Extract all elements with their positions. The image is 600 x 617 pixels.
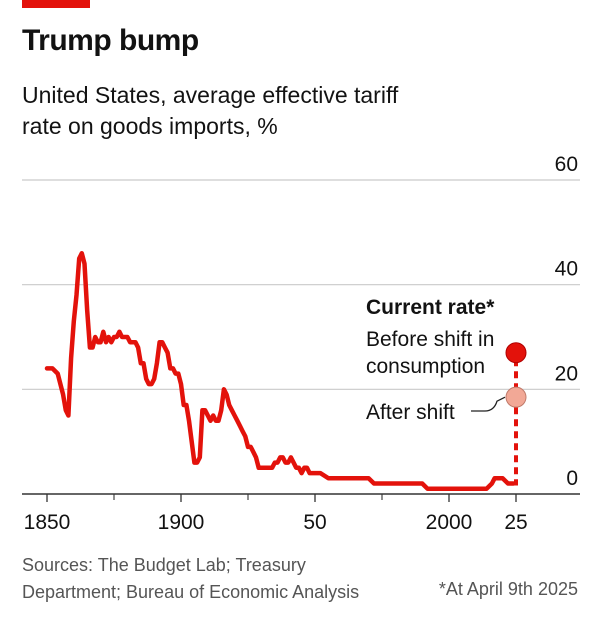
y-tick-label: 0	[566, 467, 578, 490]
x-tick-label: 2000	[426, 511, 473, 534]
footnote: *At April 9th 2025	[438, 579, 578, 599]
annotation-before-line-1: Before shift in	[366, 328, 494, 351]
annotation-before-line-2: consumption	[366, 355, 485, 378]
chart-subtitle: United States, average effective tariff …	[22, 82, 399, 139]
x-tick-label: 50	[303, 511, 326, 534]
annotation-after: After shift	[366, 401, 455, 424]
y-tick-label: 20	[555, 362, 578, 385]
after-shift-leader-line	[471, 396, 506, 412]
x-tick-label: 1850	[24, 511, 71, 534]
after-shift-marker	[505, 386, 527, 408]
x-tick-label: 25	[504, 511, 527, 534]
tariff-rate-line	[44, 251, 516, 492]
y-tick-label: 60	[555, 153, 578, 176]
brand-tag	[22, 0, 90, 8]
projection-dashed-line	[513, 352, 518, 486]
source-note: Sources: The Budget Lab; Treasury Depart…	[22, 555, 360, 602]
chart-title: Trump bump	[22, 24, 199, 57]
current-rate-marker	[505, 342, 527, 364]
annotation-title: Current rate*	[366, 296, 495, 319]
x-tick-label: 1900	[158, 511, 205, 534]
y-tick-label: 40	[555, 258, 578, 281]
